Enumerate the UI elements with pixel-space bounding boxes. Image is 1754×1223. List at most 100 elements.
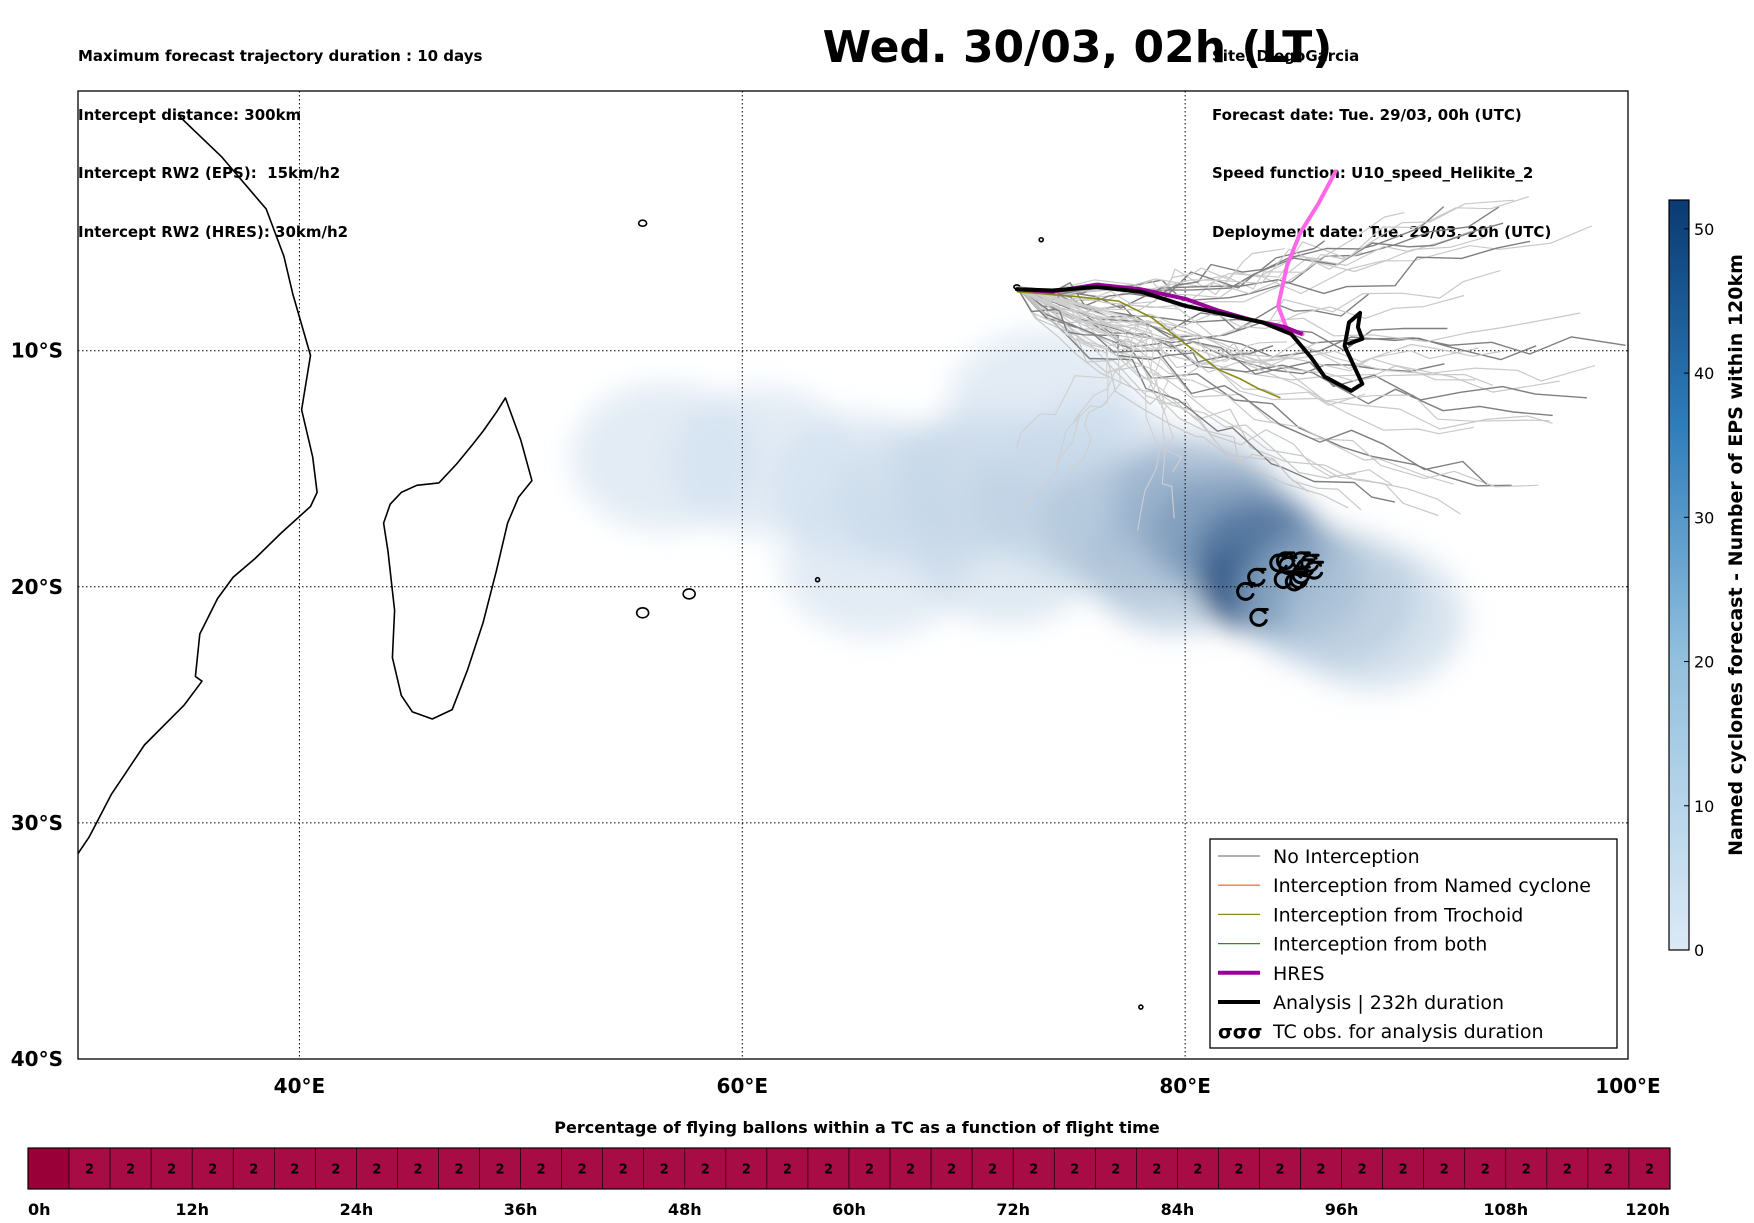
strip-cell-label: 2 <box>372 1163 381 1178</box>
legend-tc-symbol: σσσ <box>1218 1021 1262 1043</box>
strip-cell-label: 2 <box>496 1163 505 1178</box>
strip-cell-label: 2 <box>85 1163 94 1178</box>
strip-cell <box>109 1147 152 1190</box>
map-frame <box>77 90 1629 1060</box>
strip-cell <box>1464 1147 1507 1190</box>
strip-cell <box>807 1147 850 1190</box>
eps-trajectory-line <box>1016 286 1141 508</box>
eps-trajectory-line <box>1016 286 1476 381</box>
island-outline <box>814 576 821 583</box>
strip-cell-label: 2 <box>742 1163 751 1178</box>
strip-cell-label: 2 <box>290 1163 299 1178</box>
island-outline <box>1038 236 1045 243</box>
eps-trajectory-line <box>1016 196 1530 293</box>
strip-cell-label: 2 <box>1399 1163 1408 1178</box>
eps-trajectory-line <box>1016 286 1319 364</box>
strip-cell <box>725 1147 768 1190</box>
colorbar-scale <box>1668 199 1690 951</box>
strip-cell-label: 2 <box>1604 1163 1613 1178</box>
strip-cell <box>438 1147 480 1190</box>
x-tick-label: 80°E <box>1159 1074 1211 1098</box>
header-left-line: Intercept RW2 (HRES): 30km/h2 <box>78 222 349 241</box>
main-title: Wed. 30/03, 02h (LT) <box>822 22 1333 73</box>
strip-cell <box>397 1147 439 1190</box>
eps-trajectory-line <box>1016 286 1512 487</box>
eps-trajectory-line <box>1016 286 1539 488</box>
map-plot-area <box>78 91 1628 1059</box>
tc-obs-marker <box>1247 567 1267 587</box>
header-left-line: Maximum forecast trajectory duration : 1… <box>78 47 483 65</box>
strip-cell-label: 2 <box>249 1163 258 1178</box>
strip-tick-label: 60h <box>832 1200 866 1219</box>
strip-cell <box>930 1147 973 1190</box>
eps-trajectory-line <box>1016 286 1494 386</box>
coastlines <box>78 114 1144 1010</box>
island-outline <box>1138 1004 1144 1010</box>
strip-cell <box>1300 1147 1342 1190</box>
strip-cell <box>1177 1147 1219 1190</box>
strip-cell-label: 2 <box>455 1163 464 1178</box>
strip-tick-label: 120h <box>1625 1200 1670 1219</box>
y-tick-label: 10°S <box>11 339 63 363</box>
strip-tick-label: 84h <box>1161 1200 1195 1219</box>
eps-trajectory-bundle <box>1015 196 1626 531</box>
colorbar-tick-label: 20 <box>1694 653 1714 672</box>
strip-cell-label: 2 <box>988 1163 997 1178</box>
y-tick-label: 20°S <box>11 575 63 599</box>
eps-trajectory-line <box>1016 286 1349 509</box>
strip-tick-label: 24h <box>340 1200 374 1219</box>
strip-cell-label: 2 <box>1522 1163 1531 1178</box>
strip-cell <box>766 1147 809 1190</box>
header-right-info: Site: DiegoGarcia Forecast date: Tue. 29… <box>1212 8 1551 262</box>
map-grid <box>78 91 1628 1059</box>
strip-cell-label: 2 <box>865 1163 874 1178</box>
eps-density-blob <box>1282 545 1465 690</box>
strip-cell <box>1628 1147 1671 1190</box>
header-right-line: Speed function: U10_speed_Helikite_2 <box>1212 164 1534 182</box>
colorbar-label: Named cyclones forecast - Number of EPS … <box>1725 254 1747 856</box>
strip-cell-label: 2 <box>331 1163 340 1178</box>
strip-cell-label: 2 <box>1481 1163 1490 1178</box>
y-tick-label: 30°S <box>11 811 63 835</box>
madagascar-coastline <box>382 397 533 720</box>
strip-cell-label: 2 <box>167 1163 176 1178</box>
strip-cell <box>273 1147 316 1190</box>
eps-density-field <box>571 331 1465 690</box>
colorbar-tick-label: 50 <box>1694 220 1714 239</box>
strip-cell <box>1136 1147 1178 1190</box>
colorbar-tick-label: 0 <box>1694 941 1704 960</box>
strip-cell-label: 2 <box>1234 1163 1243 1178</box>
strip-tick-label: 36h <box>504 1200 538 1219</box>
colorbar: 0 10 20 30 40 50 Named cyclones forecast - Num… <box>1668 199 1747 960</box>
analysis-track <box>1014 285 1365 393</box>
eps-trajectory-line <box>1016 230 1472 306</box>
strip-frame <box>27 1147 1671 1190</box>
tc-obs-marker <box>1249 607 1269 627</box>
eps-trajectory-line <box>1016 236 1485 308</box>
strip-cell-label: 2 <box>537 1163 546 1178</box>
strip-cell <box>1341 1147 1383 1190</box>
y-tick-label: 40°S <box>11 1047 63 1071</box>
eps-trajectory-line <box>1016 199 1515 297</box>
legend-label: Interception from Named cyclone <box>1273 875 1591 897</box>
strip-tick-label: 12h <box>175 1200 209 1219</box>
strip-cell <box>1218 1147 1260 1190</box>
strip-cell-label: 2 <box>1070 1163 1079 1178</box>
strip-cell-label: 2 <box>126 1163 135 1178</box>
x-tick-label: 100°E <box>1595 1074 1660 1098</box>
strip-cell-label: 2 <box>1440 1163 1449 1178</box>
flight-time-strip: Percentage of flying ballons within a TC… <box>27 1118 1671 1219</box>
eps-trajectory-line <box>1016 286 1183 473</box>
strip-cell-label: 2 <box>619 1163 628 1178</box>
island-outline <box>682 588 696 600</box>
map-legend: No Interception Interception from Named c… <box>1209 838 1618 1049</box>
trochoid-interception-track <box>1016 290 1281 399</box>
strip-title: Percentage of flying ballons within a TC… <box>554 1118 1160 1137</box>
eps-trajectory-line <box>1016 286 1396 503</box>
eps-trajectory-line <box>1016 286 1160 531</box>
eps-trajectory-line <box>1016 286 1175 519</box>
strip-cell-label: 2 <box>660 1163 669 1178</box>
strip-cell-label: 2 <box>783 1163 792 1178</box>
strip-cell <box>1259 1147 1301 1190</box>
strip-cell-label: 2 <box>1193 1163 1202 1178</box>
